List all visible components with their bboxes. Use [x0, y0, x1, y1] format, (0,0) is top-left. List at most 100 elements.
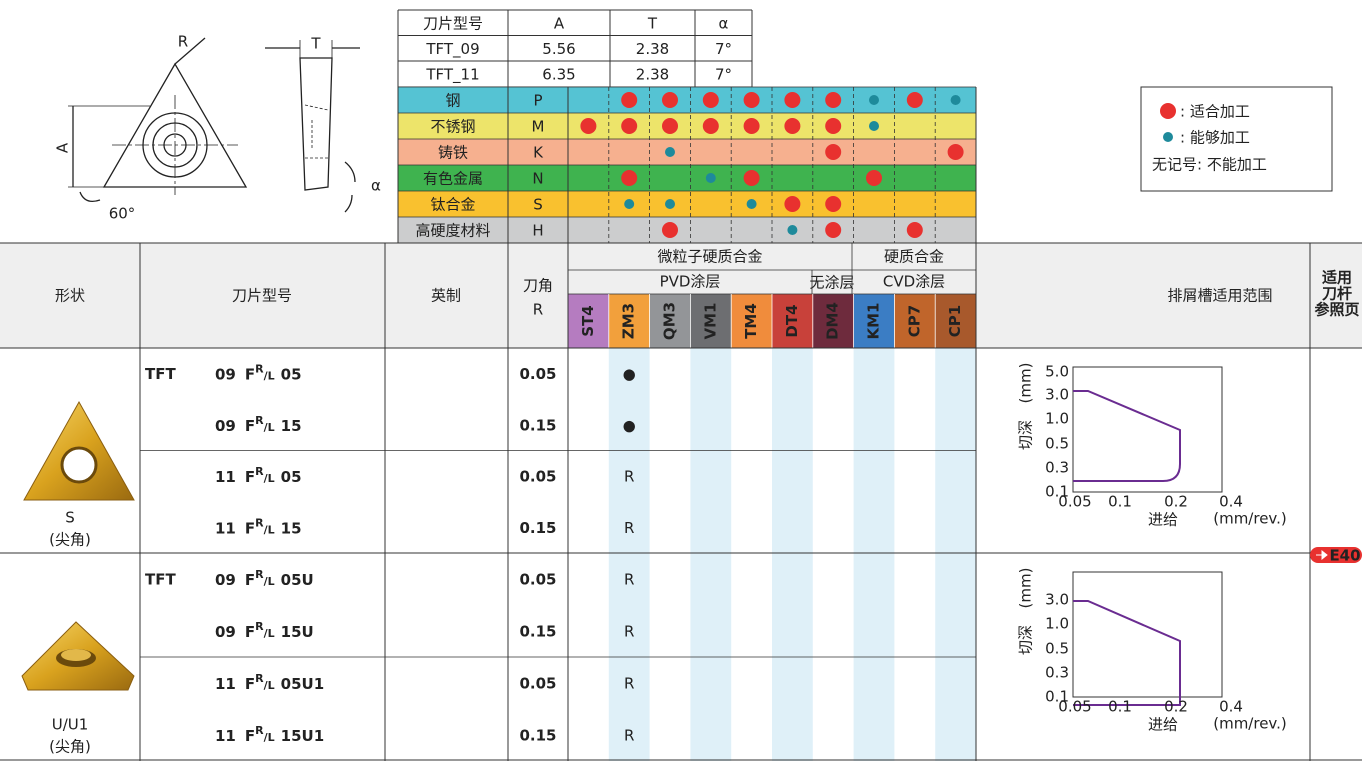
header-ref: 适用	[1322, 269, 1352, 287]
y-axis-label: 切深	[1017, 420, 1035, 450]
dimension-cell: 6.35	[542, 66, 575, 84]
dimension-cell: 7°	[715, 66, 732, 84]
material-code: S	[533, 196, 543, 214]
grade-name: VM1	[701, 303, 719, 340]
y-tick-label: 0.5	[1045, 435, 1069, 453]
suitability-dot	[743, 170, 760, 186]
suitability-dot	[906, 92, 923, 108]
model-chip: F	[245, 727, 255, 745]
grade-cell	[772, 294, 813, 348]
y-tick-label: 0.5	[1045, 640, 1069, 658]
model-suffix: 05	[281, 468, 302, 486]
model-size: 09	[215, 623, 236, 641]
suitability-dot	[580, 118, 597, 134]
model-code: 11 FR/L 15U1	[215, 724, 324, 745]
model-hand: R	[255, 672, 264, 685]
shape-label: S	[65, 509, 75, 527]
y-axis-unit: (mm)	[1017, 363, 1035, 404]
material-name: 铸铁	[438, 144, 468, 162]
model-code: 11 FR/L 15	[215, 516, 302, 537]
grade-cell	[853, 294, 895, 348]
model-suffix: 05U	[281, 571, 314, 589]
chart-region	[1073, 390, 1181, 482]
material-code: P	[533, 92, 542, 110]
model-suffix: 05U1	[281, 675, 325, 693]
suitability-dot	[621, 118, 638, 134]
y-axis-unit: (mm)	[1017, 568, 1035, 609]
legend-note: 无记号: 不能加工	[1152, 156, 1267, 174]
suitability-dot	[825, 92, 842, 108]
suitability-dot	[784, 196, 801, 212]
header-coating: PVD涂层	[660, 273, 721, 291]
model-chip: F	[245, 519, 255, 537]
header-corner: R	[533, 301, 543, 319]
header-coating: CVD涂层	[883, 273, 945, 291]
y-tick-label: 3.0	[1045, 591, 1069, 609]
x-tick-label: 0.1	[1108, 698, 1132, 716]
grade-cell	[649, 294, 691, 348]
model-chip: F	[245, 365, 255, 383]
x-tick-label: 0.4	[1219, 698, 1243, 716]
y-tick-label: 3.0	[1045, 386, 1069, 404]
model-hand: R	[255, 414, 264, 427]
suitability-dot	[825, 196, 842, 212]
suitability-dot	[743, 118, 760, 134]
suitability-dot	[662, 92, 678, 108]
model-hand: /L	[264, 421, 275, 434]
stock-mark: R	[624, 519, 634, 537]
header-ref: 参照页	[1314, 301, 1359, 319]
model-chip: F	[245, 675, 255, 693]
chart-frame	[1072, 571, 1223, 698]
x-axis-unit: (mm/rev.)	[1213, 510, 1287, 528]
x-tick-label: 0.4	[1219, 493, 1243, 511]
material-row	[398, 139, 976, 165]
ref-page: E40	[1329, 547, 1360, 565]
grade-name: TM4	[742, 303, 760, 339]
header-ref: 刀杆	[1322, 285, 1352, 303]
suitability-dot	[869, 95, 879, 105]
stock-mark: R	[624, 623, 634, 641]
suitability-dot	[825, 144, 842, 160]
suitability-dot	[662, 118, 678, 134]
model-hand: /L	[264, 627, 275, 640]
suitability-dot	[662, 222, 678, 238]
model-hand: /L	[264, 523, 275, 536]
header-shape: 形状	[55, 287, 85, 305]
model-hand: R	[255, 620, 264, 633]
material-row	[398, 113, 976, 139]
grade-cell	[690, 294, 732, 348]
model-hand: R	[255, 516, 264, 529]
suitability-dot	[866, 170, 882, 186]
corner-radius: 0.15	[519, 727, 556, 745]
material-name: 钢	[445, 92, 460, 110]
header-coating: 无涂层	[809, 274, 854, 292]
ref-arrow	[1316, 549, 1328, 561]
shape-images	[21, 400, 135, 691]
grade-name: DM4	[824, 302, 842, 340]
diagram-label: α	[371, 177, 381, 195]
model-suffix: 15	[281, 416, 302, 434]
corner-radius: 0.05	[519, 571, 556, 589]
suitability-dot	[702, 92, 719, 108]
model-chip: F	[245, 623, 255, 641]
suitability-dot	[665, 147, 675, 157]
y-tick-label: 1.0	[1045, 615, 1069, 633]
model-chip: F	[245, 468, 255, 486]
x-tick-label: 0.05	[1058, 493, 1091, 511]
model-code: 09 FR/L 05U	[215, 568, 314, 589]
grade-name: DT4	[783, 304, 801, 337]
column-stripe	[690, 348, 732, 761]
model-hand: R	[255, 465, 264, 478]
grade-cell	[935, 294, 976, 348]
column-stripe	[772, 348, 813, 761]
corner-radius: 0.05	[519, 675, 556, 693]
grade-cell	[894, 294, 936, 348]
suitability-dot	[746, 199, 757, 209]
y-tick-label: 0.1	[1045, 483, 1069, 501]
suitability-dot	[869, 121, 879, 131]
suitability-dot	[906, 222, 923, 238]
y-tick-label: 0.3	[1045, 664, 1069, 682]
stock-mark: R	[624, 468, 634, 486]
legend-label: : 能够加工	[1180, 129, 1250, 147]
suitability-dot	[705, 173, 716, 183]
